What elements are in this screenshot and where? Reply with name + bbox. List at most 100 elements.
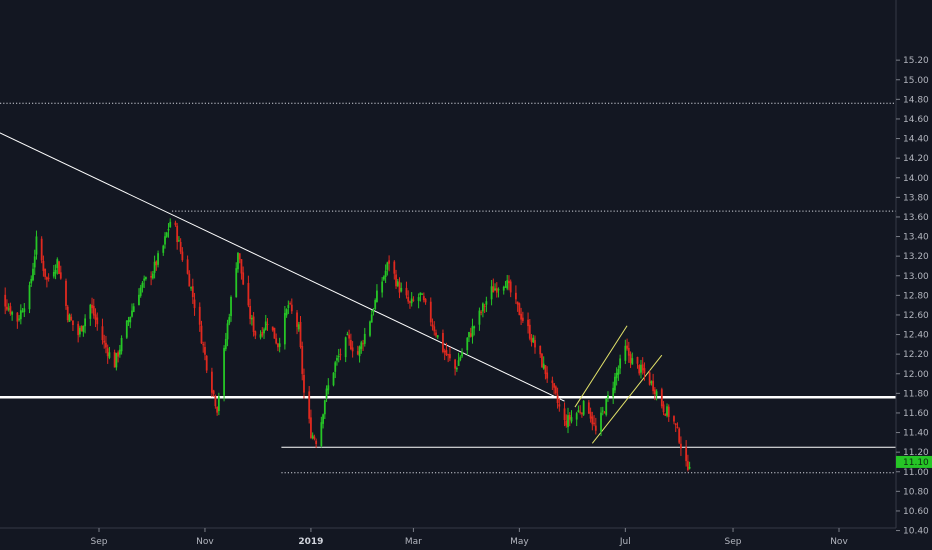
candle-body	[125, 320, 128, 338]
candle-body	[117, 352, 120, 357]
candle-body	[315, 440, 318, 445]
candle-body	[473, 326, 476, 329]
candle-body	[612, 387, 615, 397]
candle-body	[240, 259, 243, 274]
price-tick-label: 11.00	[903, 468, 929, 478]
candle-body	[70, 316, 73, 321]
price-tick-label: 14.80	[903, 95, 929, 105]
candle-body	[254, 331, 257, 336]
candle-body	[431, 324, 434, 327]
candle-body	[143, 278, 146, 281]
candle-body	[242, 272, 245, 285]
candle-body	[237, 252, 239, 270]
candle-body	[563, 408, 566, 421]
candle-body	[615, 372, 618, 379]
candle-body	[605, 398, 608, 415]
candle-body	[422, 296, 425, 301]
candle-body	[421, 293, 423, 295]
candle-body	[320, 422, 323, 446]
candle-body	[544, 365, 547, 375]
candle-body	[626, 345, 628, 349]
candles-layer	[4, 218, 691, 472]
candle-body	[212, 390, 215, 394]
price-tick-label: 14.40	[903, 135, 929, 145]
candle-body	[176, 225, 179, 243]
candle-body	[6, 306, 8, 310]
candle-body	[188, 273, 191, 287]
candle-body	[91, 304, 93, 309]
candle-body	[138, 294, 140, 306]
price-tick-label: 13.20	[903, 252, 929, 262]
candle-body	[150, 275, 153, 278]
candle-body	[336, 357, 338, 361]
candle-body	[686, 461, 689, 470]
candle-body	[204, 347, 206, 355]
candle-body	[337, 356, 340, 358]
time-tick-label: Nov	[196, 537, 214, 547]
candle-body	[369, 321, 371, 336]
candle-body	[325, 388, 328, 399]
candle-body	[165, 232, 168, 237]
candle-body	[271, 326, 274, 331]
candle-body	[662, 404, 665, 413]
candle-body	[179, 241, 182, 252]
candle-body	[400, 287, 403, 292]
time-tick-label: Sep	[91, 537, 108, 547]
candle-body	[579, 411, 582, 413]
candle-body	[283, 312, 286, 345]
candle-body	[553, 383, 556, 388]
candle-body	[370, 314, 373, 323]
candle-body	[303, 374, 305, 393]
candle-body	[395, 274, 397, 287]
price-tick-label: 11.80	[903, 389, 929, 399]
time-tick-label: 2019	[298, 537, 323, 547]
candle-body	[344, 337, 347, 358]
candle-body	[582, 400, 585, 415]
candle-body	[21, 311, 24, 313]
candle-body	[289, 303, 291, 305]
candle-body	[495, 288, 498, 293]
candle-body	[558, 404, 561, 407]
candle-body	[84, 318, 87, 327]
candle-body	[80, 325, 83, 332]
candle-body	[405, 287, 408, 296]
candle-body	[607, 395, 609, 398]
candle-body	[151, 273, 154, 279]
candle-body	[534, 340, 536, 348]
candle-body	[11, 311, 14, 315]
candle-body	[259, 334, 262, 338]
candle-body	[466, 337, 469, 351]
trendline[interactable]	[0, 129, 565, 402]
candle-body	[186, 259, 189, 274]
candle-body	[360, 342, 363, 349]
candle-body	[162, 245, 165, 253]
time-axis[interactable]: Sep Nov 2019 Mar May Jul Sep Nov	[0, 527, 896, 547]
candle-body	[551, 380, 554, 384]
candle-body	[205, 355, 208, 371]
candle-body	[494, 288, 496, 291]
candle-body	[249, 305, 252, 319]
trendline[interactable]	[591, 354, 663, 444]
candle-body	[490, 286, 493, 300]
candle-body	[33, 256, 36, 268]
candle-body	[448, 354, 451, 359]
candle-body	[263, 329, 265, 334]
candle-body	[376, 290, 378, 303]
candle-body	[600, 412, 602, 432]
price-axis[interactable]: 15.20 15.00 14.80 14.60 14.40 14.20 14.00 13.80…	[895, 0, 929, 537]
candle-body	[638, 365, 641, 374]
candle-body	[264, 321, 267, 330]
candle-body	[310, 417, 312, 438]
candle-body	[19, 310, 22, 320]
candle-body	[640, 364, 642, 373]
trendline[interactable]	[574, 325, 628, 408]
candle-body	[417, 297, 420, 301]
candle-body	[398, 282, 401, 293]
time-tick-label: Jul	[619, 537, 631, 547]
candle-body	[77, 323, 80, 336]
candle-body	[676, 426, 679, 428]
price-tick-label: 12.00	[903, 370, 929, 380]
candle-body	[157, 253, 159, 265]
candle-body	[614, 376, 616, 391]
